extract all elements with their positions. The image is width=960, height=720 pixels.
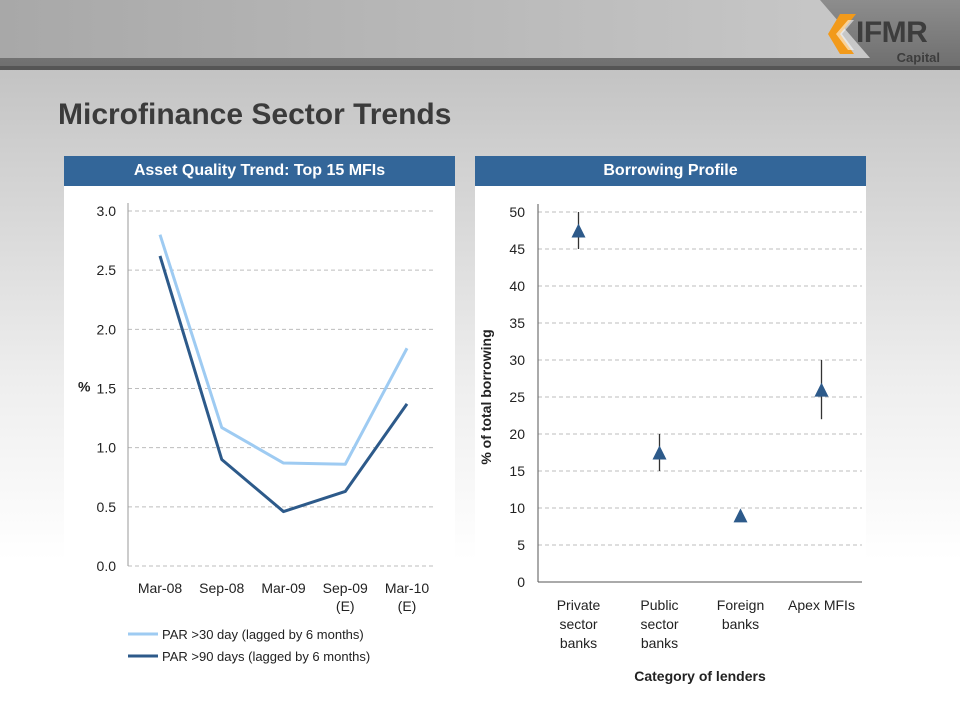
borrowing-profile-panel: Borrowing Profile 50 45 40 35 30 25 20 15 10 5 0% … xyxy=(475,156,866,686)
y-tick-label: 0 xyxy=(517,574,525,590)
series-line-1 xyxy=(158,234,409,466)
y-tick-label: 45 xyxy=(509,241,525,257)
chart-background xyxy=(64,186,455,672)
y-tick-label: 5 xyxy=(517,537,525,553)
y-tick-label: 1.0 xyxy=(97,440,117,456)
asset-quality-panel: Asset Quality Trend: Top 15 MFIs 3.0 2.5 2… xyxy=(64,156,455,672)
x-tick-label: banks xyxy=(641,635,678,651)
legend-label: PAR >90 days (lagged by 6 months) xyxy=(162,649,370,664)
page-title: Microfinance Sector Trends xyxy=(58,98,452,131)
x-tick-label: Apex MFIs xyxy=(788,597,855,613)
x-tick-label: Sep-08 xyxy=(199,580,244,596)
x-tick-label: banks xyxy=(722,616,759,632)
y-axis-label: % of total borrowing xyxy=(478,329,494,464)
x-tick-label: sector xyxy=(640,616,678,632)
x-tick-label: Mar-09 xyxy=(261,580,306,596)
y-tick-label: 20 xyxy=(509,426,525,442)
y-tick-label: 35 xyxy=(509,315,525,331)
chart-background xyxy=(475,186,866,686)
ifmr-capital-logo: IFMR Capital xyxy=(822,8,942,68)
data-point-marker xyxy=(814,382,829,397)
x-tick-label: Mar-08 xyxy=(138,580,183,596)
x-tick-label: sector xyxy=(559,616,597,632)
y-tick-label: 2.0 xyxy=(97,321,117,337)
data-point-marker xyxy=(652,445,667,460)
x-tick-sublabel: (E) xyxy=(336,598,355,614)
borrowing-profile-title: Borrowing Profile xyxy=(475,156,866,186)
x-tick-label: Mar-10 xyxy=(385,580,430,596)
y-tick-label: 10 xyxy=(509,500,525,516)
data-point-marker xyxy=(733,508,748,523)
logo-mark-icon xyxy=(828,14,856,54)
y-tick-label: 1.5 xyxy=(97,381,117,397)
y-tick-label: 25 xyxy=(509,389,525,405)
asset-quality-chart: 3.0 2.5 2.0 1.5 1.0 0.5 0.0% Mar-08 Sep-08 Mar-09… xyxy=(64,186,455,672)
logo-main-text: IFMR xyxy=(856,16,928,49)
y-tick-label: 3.0 xyxy=(97,203,117,219)
y-tick-label: 15 xyxy=(509,463,525,479)
logo-sub-text: Capital xyxy=(896,50,940,65)
x-tick-label: Foreign xyxy=(717,597,764,613)
y-tick-label: 0.5 xyxy=(97,499,117,515)
data-point-marker xyxy=(571,223,586,238)
y-tick-label: 30 xyxy=(509,352,525,368)
x-tick-label: banks xyxy=(560,635,597,651)
y-tick-label: 50 xyxy=(509,204,525,220)
x-axis-label: Category of lenders xyxy=(634,668,766,684)
top-banner xyxy=(0,0,960,70)
x-tick-sublabel: (E) xyxy=(398,598,417,614)
y-axis-label: % xyxy=(78,379,91,395)
y-tick-label: 0.0 xyxy=(97,558,117,574)
x-tick-label: Sep-09 xyxy=(323,580,368,596)
y-tick-label: 2.5 xyxy=(97,262,117,278)
asset-quality-title: Asset Quality Trend: Top 15 MFIs xyxy=(64,156,455,186)
x-tick-label: Private xyxy=(557,597,601,613)
x-tick-label: Public xyxy=(640,597,678,613)
y-tick-label: 40 xyxy=(509,278,525,294)
series-line-2 xyxy=(158,255,409,514)
legend-label: PAR >30 day (lagged by 6 months) xyxy=(162,627,364,642)
